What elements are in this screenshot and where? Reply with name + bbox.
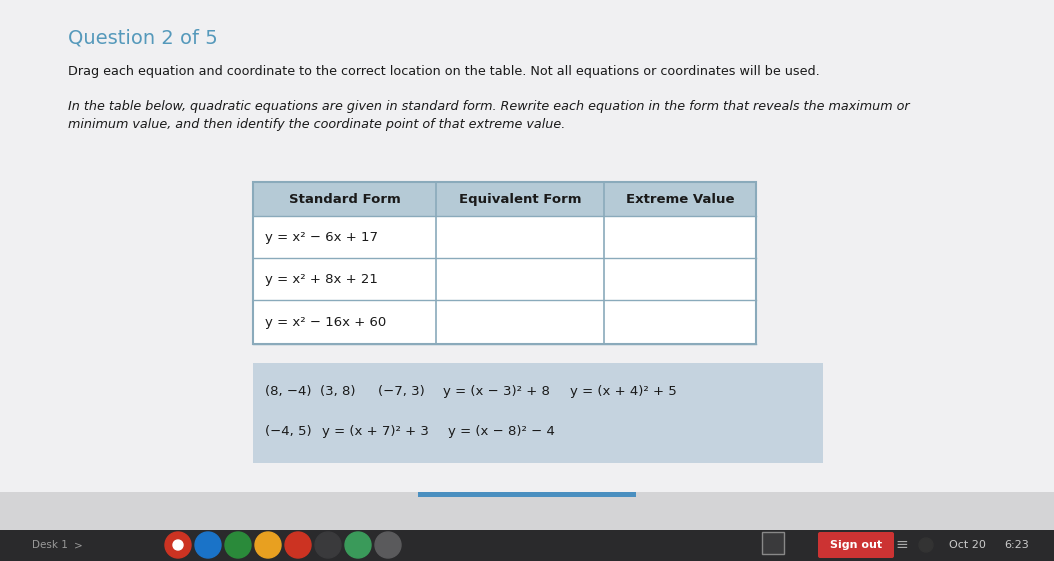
Circle shape <box>919 538 933 552</box>
Text: y = x² + 8x + 21: y = x² + 8x + 21 <box>265 273 378 286</box>
Text: Drag each equation and coordinate to the correct location on the table. Not all : Drag each equation and coordinate to the… <box>69 65 820 78</box>
Text: Desk 1: Desk 1 <box>32 540 67 550</box>
Bar <box>0 492 1054 561</box>
Text: y = x² − 16x + 60: y = x² − 16x + 60 <box>265 315 386 329</box>
Text: y = (x − 8)² − 4: y = (x − 8)² − 4 <box>448 425 554 438</box>
Text: minimum value, and then identify the coordinate point of that extreme value.: minimum value, and then identify the coo… <box>69 118 565 131</box>
Circle shape <box>375 532 401 558</box>
Bar <box>0 530 1054 561</box>
Text: In the table below, quadratic equations are given in standard form. Rewrite each: In the table below, quadratic equations … <box>69 100 910 113</box>
Text: (−7, 3): (−7, 3) <box>378 384 425 398</box>
Text: 6:23: 6:23 <box>1004 540 1029 550</box>
Bar <box>418 492 636 497</box>
Bar <box>762 532 784 554</box>
Bar <box>253 182 756 344</box>
Text: Oct 20: Oct 20 <box>949 540 985 550</box>
Text: ≡: ≡ <box>896 537 909 553</box>
Circle shape <box>255 532 281 558</box>
Text: (3, 8): (3, 8) <box>320 384 355 398</box>
Bar <box>253 363 823 463</box>
Circle shape <box>225 532 251 558</box>
Text: y = (x + 4)² + 5: y = (x + 4)² + 5 <box>570 384 677 398</box>
Text: y = (x + 7)² + 3: y = (x + 7)² + 3 <box>323 425 429 438</box>
Text: Question 2 of 5: Question 2 of 5 <box>69 28 218 47</box>
Circle shape <box>315 532 341 558</box>
Text: Standard Form: Standard Form <box>289 192 401 205</box>
Circle shape <box>165 532 191 558</box>
Text: y = x² − 6x + 17: y = x² − 6x + 17 <box>265 231 378 243</box>
Circle shape <box>195 532 221 558</box>
Bar <box>253 258 756 300</box>
Bar <box>253 216 756 258</box>
Text: Sign out: Sign out <box>829 540 882 550</box>
Text: >: > <box>74 540 83 550</box>
Circle shape <box>345 532 371 558</box>
Text: Extreme Value: Extreme Value <box>626 192 735 205</box>
Text: y = (x − 3)² + 8: y = (x − 3)² + 8 <box>443 384 550 398</box>
Text: (8, −4): (8, −4) <box>265 384 312 398</box>
FancyBboxPatch shape <box>818 532 894 558</box>
Text: Equivalent Form: Equivalent Form <box>458 192 581 205</box>
Text: (−4, 5): (−4, 5) <box>265 425 312 438</box>
Bar <box>253 300 756 344</box>
Circle shape <box>173 540 183 550</box>
Circle shape <box>285 532 311 558</box>
Bar <box>253 182 756 216</box>
